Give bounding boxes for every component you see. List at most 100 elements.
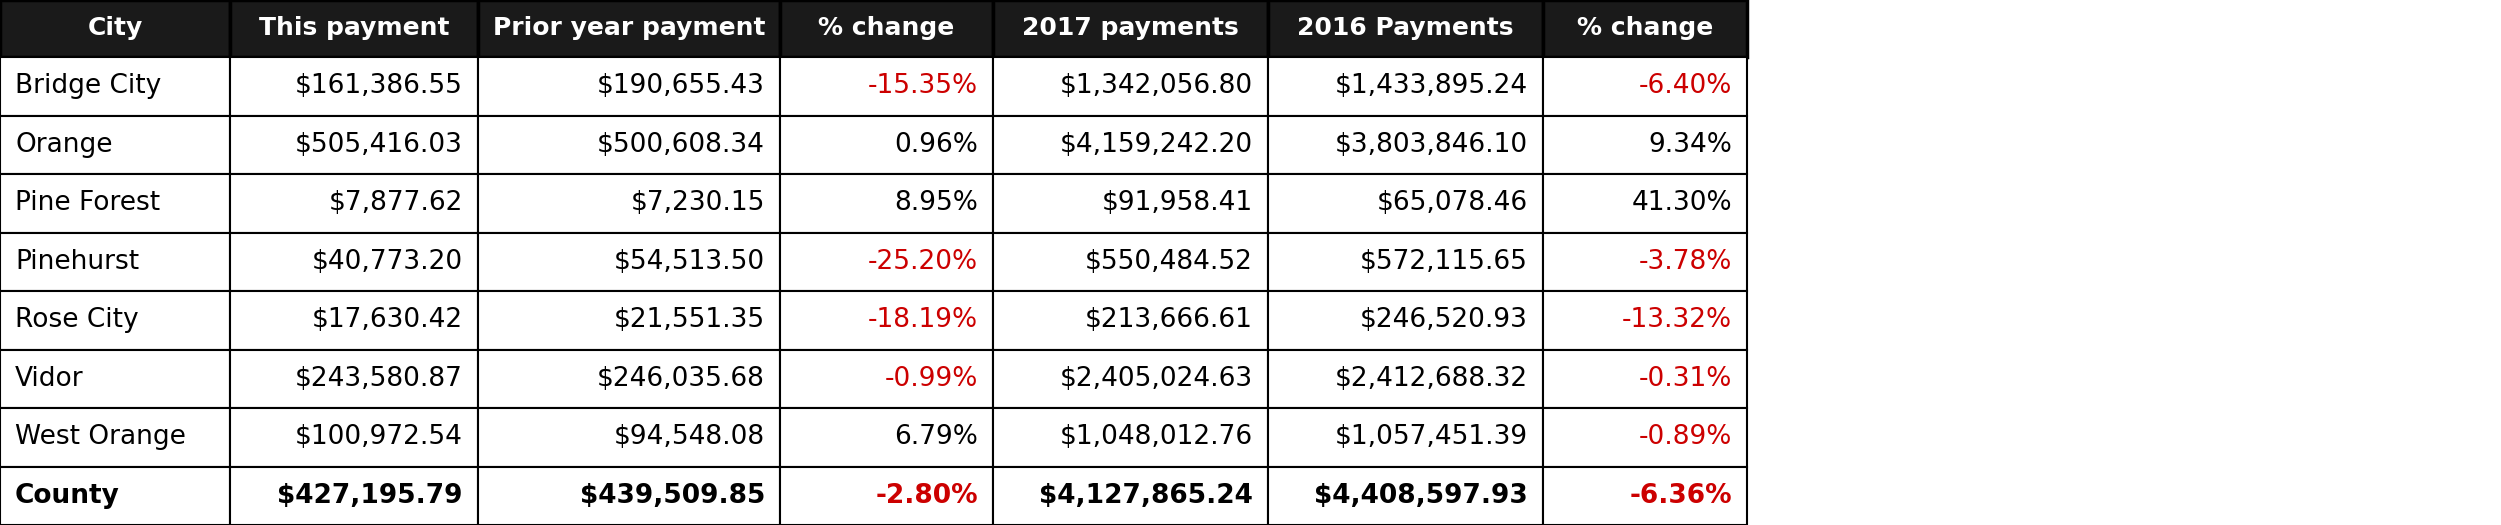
Text: Rose City: Rose City [15,307,138,333]
Bar [478,350,780,408]
Bar [1543,467,1748,525]
Text: $500,608.34: $500,608.34 [598,132,765,158]
Text: -6.36%: -6.36% [1628,483,1733,509]
Bar [780,467,993,525]
Bar [478,233,780,291]
Text: County: County [15,483,120,509]
Text: -18.19%: -18.19% [868,307,978,333]
Bar [478,174,780,233]
Text: -0.89%: -0.89% [1638,424,1733,450]
Bar [1543,233,1748,291]
Bar [1543,116,1748,174]
Text: $3,803,846.10: $3,803,846.10 [1336,132,1528,158]
Bar [478,57,780,116]
Bar [478,408,780,467]
Bar [1543,57,1748,116]
Text: $2,405,024.63: $2,405,024.63 [1060,366,1253,392]
Text: City: City [88,16,143,40]
Text: $54,513.50: $54,513.50 [613,249,765,275]
Bar [993,467,1268,525]
Text: % change: % change [818,16,955,40]
Text: Prior year payment: Prior year payment [493,16,765,40]
Text: $7,230.15: $7,230.15 [630,190,765,216]
Bar [478,116,780,174]
Text: 8.95%: 8.95% [895,190,978,216]
Bar [230,0,478,57]
Text: $94,548.08: $94,548.08 [613,424,765,450]
Bar [1543,174,1748,233]
Text: 2017 payments: 2017 payments [1023,16,1238,40]
Bar [780,174,993,233]
Text: $65,078.46: $65,078.46 [1378,190,1528,216]
Text: $161,386.55: $161,386.55 [295,74,463,99]
Text: $243,580.87: $243,580.87 [295,366,463,392]
Text: $21,551.35: $21,551.35 [613,307,765,333]
Text: -0.99%: -0.99% [885,366,978,392]
Bar [780,57,993,116]
Text: $427,195.79: $427,195.79 [278,483,463,509]
Text: $7,877.62: $7,877.62 [328,190,463,216]
Text: Bridge City: Bridge City [15,74,160,99]
Bar [1543,291,1748,350]
Text: -0.31%: -0.31% [1638,366,1733,392]
Text: 41.30%: 41.30% [1631,190,1733,216]
Text: -6.40%: -6.40% [1638,74,1733,99]
Bar [993,291,1268,350]
Bar [780,291,993,350]
Bar [230,350,478,408]
Bar [0,467,230,525]
Text: $1,433,895.24: $1,433,895.24 [1336,74,1528,99]
Bar [230,291,478,350]
Text: $17,630.42: $17,630.42 [313,307,463,333]
Bar [1268,57,1543,116]
Text: $190,655.43: $190,655.43 [598,74,765,99]
Bar [993,116,1268,174]
Text: Pinehurst: Pinehurst [15,249,140,275]
Bar [230,57,478,116]
Text: -25.20%: -25.20% [868,249,978,275]
Bar [780,233,993,291]
Text: $4,127,865.24: $4,127,865.24 [1038,483,1253,509]
Text: $572,115.65: $572,115.65 [1361,249,1528,275]
Bar [1543,350,1748,408]
Text: $213,666.61: $213,666.61 [1085,307,1253,333]
Text: 0.96%: 0.96% [895,132,978,158]
Bar [993,57,1268,116]
Text: -13.32%: -13.32% [1621,307,1733,333]
Bar [1268,467,1543,525]
Bar [1268,0,1543,57]
Bar [478,291,780,350]
Text: 9.34%: 9.34% [1648,132,1733,158]
Bar [230,408,478,467]
Bar [1268,408,1543,467]
Bar [993,350,1268,408]
Bar [0,408,230,467]
Text: $246,035.68: $246,035.68 [598,366,765,392]
Text: Vidor: Vidor [15,366,83,392]
Bar [230,116,478,174]
Bar [1268,350,1543,408]
Bar [993,174,1268,233]
Bar [0,0,230,57]
Text: -3.78%: -3.78% [1638,249,1733,275]
Bar [0,350,230,408]
Bar [0,233,230,291]
Bar [0,174,230,233]
Bar [1268,291,1543,350]
Text: % change: % change [1576,16,1713,40]
Text: $505,416.03: $505,416.03 [295,132,463,158]
Text: $4,159,242.20: $4,159,242.20 [1060,132,1253,158]
Bar [1268,116,1543,174]
Bar [993,408,1268,467]
Text: This payment: This payment [258,16,450,40]
Bar [993,233,1268,291]
Text: $2,412,688.32: $2,412,688.32 [1336,366,1528,392]
Bar [0,57,230,116]
Bar [1268,233,1543,291]
Bar [230,467,478,525]
Bar [993,0,1268,57]
Bar [1543,0,1748,57]
Text: West Orange: West Orange [15,424,185,450]
Text: 2016 Payments: 2016 Payments [1298,16,1513,40]
Text: $1,048,012.76: $1,048,012.76 [1060,424,1253,450]
